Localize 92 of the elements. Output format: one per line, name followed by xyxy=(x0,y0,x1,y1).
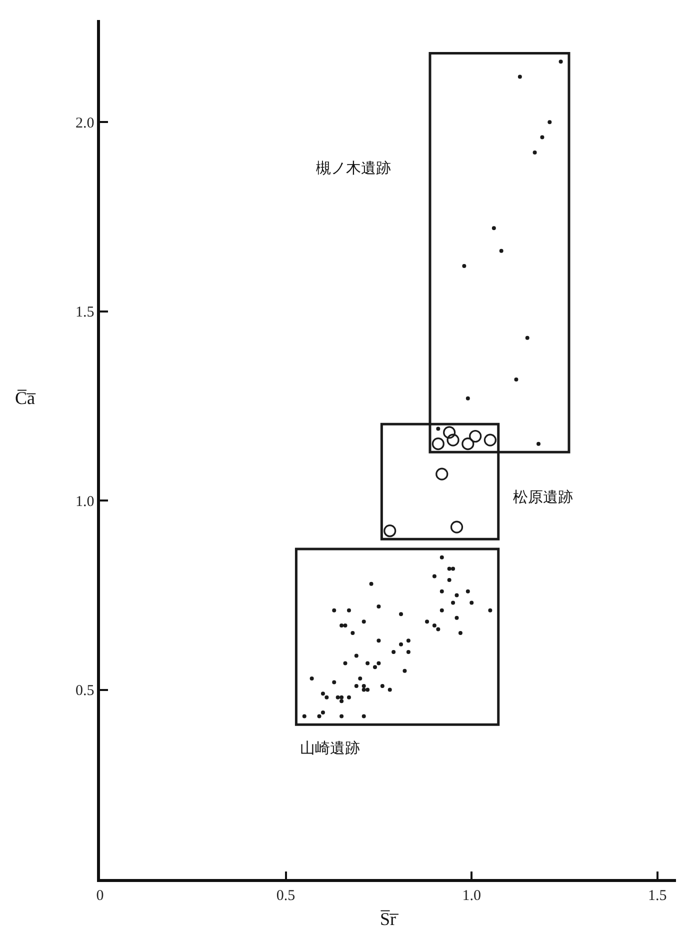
point xyxy=(320,710,325,714)
point xyxy=(332,680,336,684)
point xyxy=(340,623,344,628)
x-tick-label: 1.0 xyxy=(462,888,481,904)
annotation: 松原遺跡 xyxy=(513,488,573,506)
point xyxy=(369,582,374,586)
point xyxy=(388,688,392,692)
point xyxy=(399,642,404,646)
y-tick-label: 1.5 xyxy=(76,304,94,321)
point xyxy=(466,396,470,400)
point xyxy=(436,426,440,431)
point xyxy=(447,566,452,571)
point xyxy=(366,688,370,692)
point xyxy=(440,589,444,594)
point xyxy=(536,442,540,446)
point xyxy=(362,620,366,624)
point xyxy=(376,661,381,666)
point xyxy=(446,434,460,446)
point xyxy=(320,692,325,696)
point xyxy=(425,620,430,624)
point xyxy=(436,468,448,480)
point xyxy=(302,714,306,718)
point xyxy=(346,695,351,700)
point xyxy=(399,612,404,616)
point xyxy=(343,623,348,628)
point xyxy=(540,135,544,140)
point xyxy=(454,616,459,620)
point xyxy=(317,714,322,718)
point xyxy=(514,377,518,382)
point xyxy=(343,661,348,666)
x-tick-label: 0.5 xyxy=(276,888,296,904)
point xyxy=(406,650,410,654)
point xyxy=(466,589,470,594)
point xyxy=(458,631,462,636)
x-tick-label: 0 xyxy=(96,888,104,904)
point xyxy=(362,688,366,692)
point xyxy=(340,714,344,718)
point xyxy=(518,74,522,79)
point xyxy=(362,684,366,688)
point xyxy=(402,668,407,673)
point xyxy=(432,574,436,578)
point xyxy=(392,650,396,654)
point xyxy=(488,608,492,612)
point xyxy=(366,661,370,666)
point xyxy=(358,676,362,680)
point xyxy=(454,593,459,598)
point xyxy=(332,608,336,612)
point xyxy=(462,264,466,268)
y-tick-label: 0.5 xyxy=(76,683,94,700)
point xyxy=(324,695,329,700)
point xyxy=(406,638,410,643)
point xyxy=(372,665,377,670)
point xyxy=(525,336,530,340)
point xyxy=(451,566,456,571)
point xyxy=(376,604,381,609)
y-axis-title: C̅a̅ xyxy=(15,388,36,408)
point xyxy=(354,684,358,688)
point xyxy=(380,684,384,688)
y-tick-label: 1.0 xyxy=(76,494,94,510)
point xyxy=(336,695,340,700)
point xyxy=(462,438,474,450)
point xyxy=(436,627,440,632)
point xyxy=(340,699,344,704)
point xyxy=(432,623,436,628)
point xyxy=(470,600,474,605)
point xyxy=(340,695,344,700)
point xyxy=(558,60,563,64)
x-axis-title: S̅r̅ xyxy=(380,908,400,929)
x-tick-label: 1.5 xyxy=(648,888,667,904)
y-tick-label: 2.0 xyxy=(76,115,94,132)
point xyxy=(354,654,358,658)
point xyxy=(443,426,456,439)
point xyxy=(440,555,444,560)
point xyxy=(451,600,456,605)
point xyxy=(384,524,396,538)
point xyxy=(346,608,351,612)
point xyxy=(492,226,496,230)
annotation: 山崎遺跡 xyxy=(300,739,360,757)
point xyxy=(350,631,355,636)
point xyxy=(450,520,464,534)
point xyxy=(432,438,444,450)
point xyxy=(548,120,552,124)
point xyxy=(310,676,314,680)
point xyxy=(484,434,496,446)
point xyxy=(440,608,444,612)
point xyxy=(532,150,537,154)
point xyxy=(376,638,381,643)
point xyxy=(469,430,482,443)
point xyxy=(447,578,452,582)
annotation: 槻ノ木遺跡 xyxy=(316,159,391,177)
point xyxy=(499,248,504,253)
point xyxy=(362,714,366,718)
